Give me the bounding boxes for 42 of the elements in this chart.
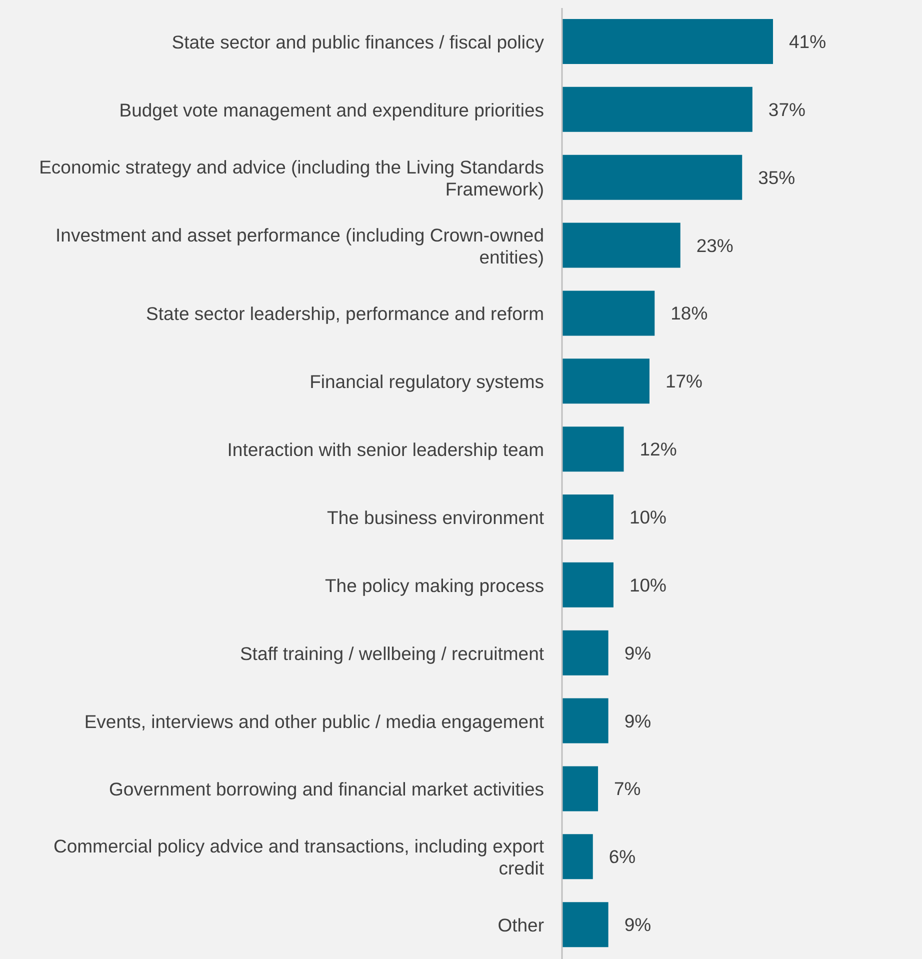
y-tick-label: Economic strategy and advice (including the Living Standards Framework) — [39, 156, 544, 200]
y-tick-label: State sector and public finances / fiscal policy — [172, 31, 545, 52]
data-label: 35% — [758, 166, 796, 188]
bar — [562, 426, 624, 472]
y-tick-label: The business environment — [327, 506, 544, 528]
y-tick-label: Government borrowing and financial market activities — [109, 778, 544, 800]
y-tick-label: Events, interviews and other public / media engagement — [84, 710, 544, 732]
y-tick-label: Interaction with senior leadership team — [227, 439, 544, 460]
bar — [562, 222, 680, 268]
bar — [562, 562, 614, 608]
y-tick-label: Commercial policy advice and transactions, including export credit — [54, 836, 544, 879]
data-label: 9% — [624, 710, 652, 732]
bar — [562, 154, 742, 200]
data-label: 23% — [696, 234, 734, 256]
bar — [562, 86, 752, 132]
data-label: 37% — [768, 98, 806, 120]
y-tick-label: State sector leadership, performance and reform — [146, 303, 544, 324]
bar — [562, 494, 614, 540]
y-tick-label: The policy making process — [324, 574, 544, 596]
bar — [562, 766, 598, 812]
data-label: 9% — [624, 914, 652, 936]
data-label: 10% — [629, 506, 666, 528]
bar — [562, 358, 650, 404]
data-label: 6% — [608, 846, 636, 868]
data-label: 10% — [629, 574, 666, 596]
bar — [562, 290, 655, 336]
bar — [562, 902, 608, 948]
data-label: 7% — [614, 778, 641, 800]
bar — [562, 19, 773, 64]
y-tick-label: Other — [498, 914, 544, 936]
y-tick-label: Budget vote management and expenditure priorities — [119, 99, 544, 120]
y-tick-label: Investment and asset performance (including Crown-owned entities) — [56, 224, 544, 268]
bar — [562, 630, 608, 676]
y-tick-label: Financial regulatory systems — [310, 371, 544, 392]
data-label: 9% — [624, 642, 652, 664]
data-label: 41% — [789, 31, 826, 52]
data-label: 18% — [670, 302, 708, 324]
bar — [562, 698, 608, 744]
y-tick-label: Staff training / wellbeing / recruitment — [240, 642, 544, 664]
data-label: 12% — [640, 438, 677, 460]
bar — [562, 834, 593, 880]
data-label: 17% — [665, 370, 703, 392]
